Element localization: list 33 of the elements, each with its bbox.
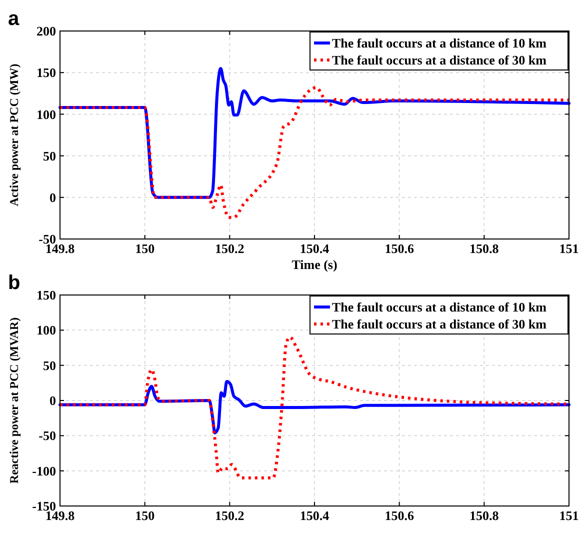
- y-axis-title: Active power at PCC (MW): [7, 64, 21, 206]
- y-tick-label: 100: [36, 322, 56, 338]
- legend-label: The fault occurs at a distance of 30 km: [332, 52, 547, 68]
- x-tick-label: 150.4: [300, 508, 330, 523]
- x-tick-label: 150: [135, 508, 155, 523]
- chart-title: a: [8, 8, 20, 30]
- y-tick-label: 0: [50, 190, 56, 205]
- x-tick-label: 150.8: [470, 241, 500, 256]
- y-tick-label: -50: [38, 428, 56, 444]
- chart-title: b: [8, 272, 20, 294]
- y-tick-label: 150: [36, 65, 56, 80]
- x-axis-title: Time (s): [292, 257, 338, 272]
- x-tick-label: 150.2: [215, 241, 244, 256]
- x-tick-label: 151: [559, 508, 579, 523]
- y-tick-label: 50: [43, 148, 56, 164]
- y-axis-title: Reactive power at PCC (MVAR): [7, 317, 21, 484]
- legend-label: The fault occurs at a distance of 10 km: [332, 36, 547, 51]
- x-tick-label: 150.2: [215, 508, 244, 523]
- x-tick-label: 150.6: [384, 508, 414, 523]
- x-tick-label: 150: [135, 241, 155, 256]
- x-tick-label: 150.8: [470, 508, 500, 523]
- y-tick-label: 150: [36, 288, 56, 303]
- x-tick-label: 150.6: [384, 241, 414, 256]
- y-tick-label: 50: [43, 358, 56, 373]
- legend-label: The fault occurs at a distance of 10 km: [332, 300, 547, 315]
- y-tick-label: 200: [36, 24, 56, 39]
- x-tick-label: 151: [559, 241, 579, 256]
- y-tick-label: 0: [50, 393, 56, 408]
- line-series: [58, 86, 570, 219]
- x-tick-label: 150.4: [300, 241, 330, 256]
- legend-label: The fault occurs at a distance of 30 km: [332, 316, 547, 332]
- y-tick-label: 100: [36, 106, 56, 122]
- y-tick-label: -100: [32, 463, 56, 478]
